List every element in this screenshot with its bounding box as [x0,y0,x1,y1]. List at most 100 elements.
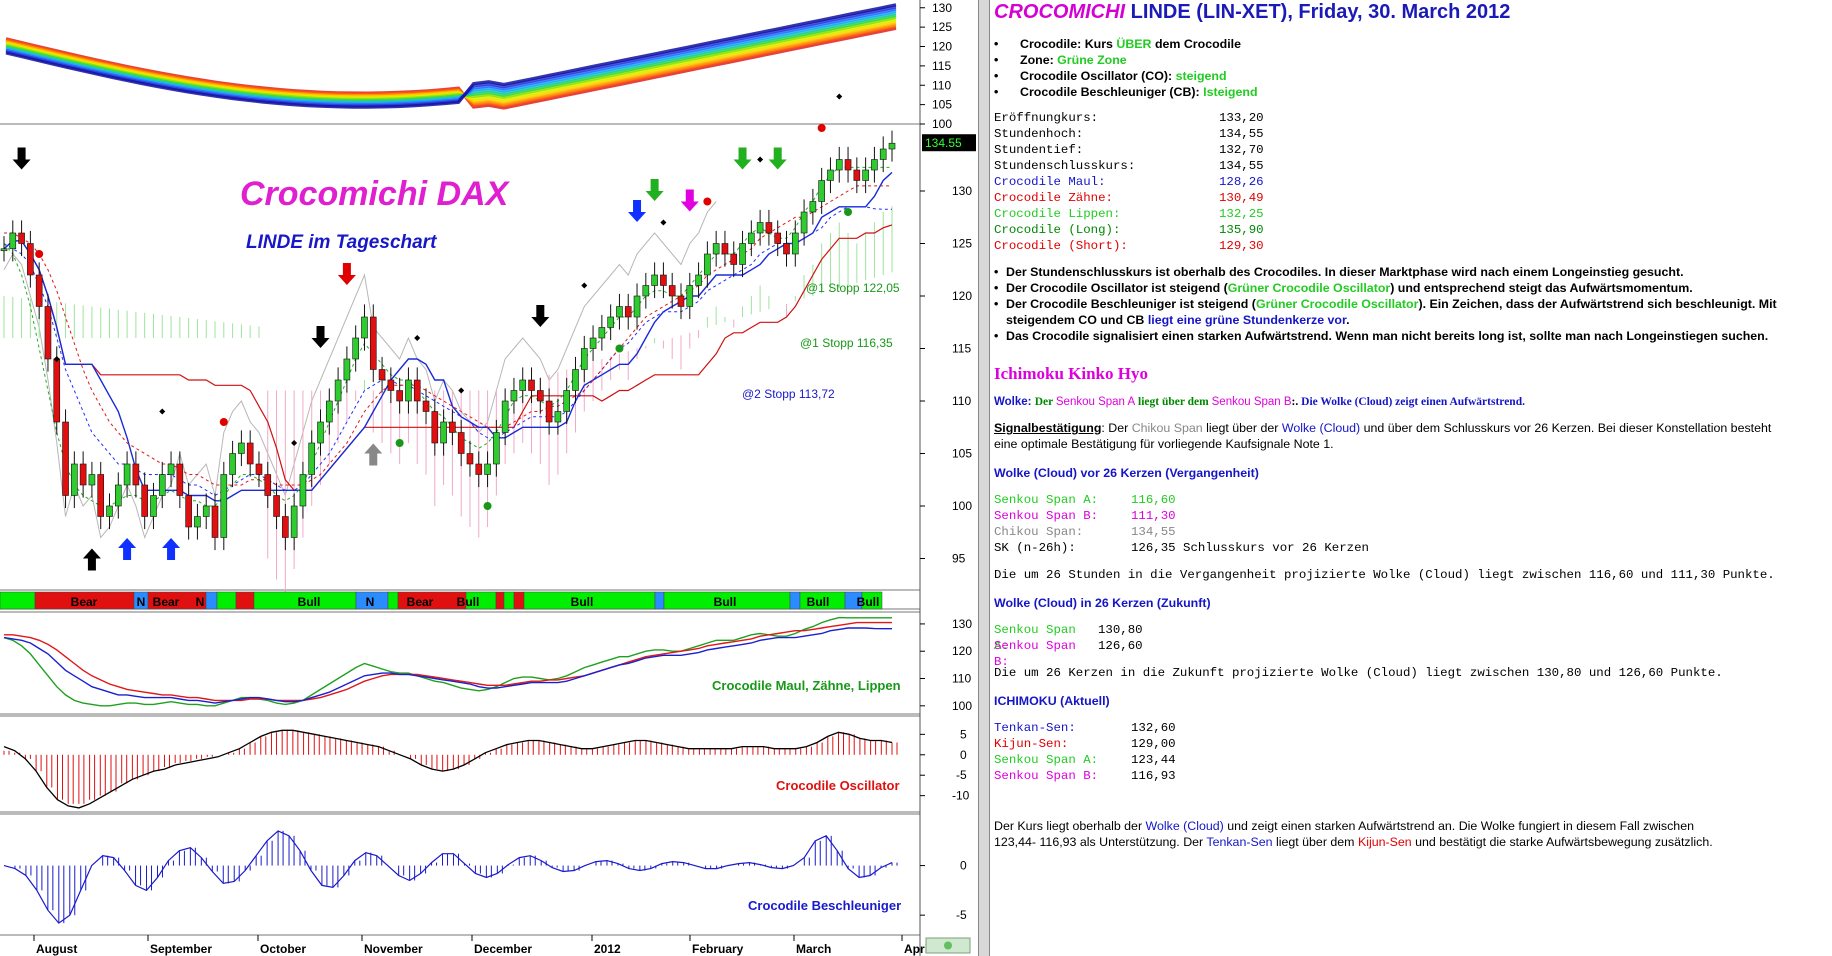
month-label: 2012 [594,942,621,956]
candle-body [800,211,808,234]
month-label: December [474,942,532,956]
candle-body [167,463,175,475]
phase-segment [235,591,255,610]
candle-body [598,327,606,339]
candle-body [774,232,782,244]
phase-label: N [366,595,375,609]
candle-body [405,379,412,402]
croc-panel-label: Crocodile Maul, Zähne, Lippen [712,678,901,693]
ribbon-tick-label: 125 [932,20,952,34]
candle-body [730,253,738,265]
phase-label: Bull [714,595,737,609]
signal-dot [615,344,624,353]
candle-body [633,295,641,318]
candle-body [704,253,711,276]
candle-body [563,390,570,412]
ribbon-tick-label: 110 [932,78,951,92]
signal-arrow [364,443,383,466]
candle-body [255,463,263,475]
candle-body [484,463,491,475]
candle-body [827,169,834,181]
candle-body [449,421,456,433]
signal-dot [844,208,853,216]
candle-body [238,442,245,454]
candle-body [686,285,694,307]
price-tick-label: 120 [952,289,972,303]
month-label: February [692,942,744,956]
candle-body [352,337,359,360]
phase-label: N [196,595,205,609]
candle-body [158,474,166,496]
bullet-oscillator: Crocodile Oscillator (CO): steigend [994,68,1830,84]
croc-tick-label: 130 [952,617,972,631]
candle-body [282,516,289,538]
beschleuniger-line [3,830,893,924]
phase-label: N [137,595,146,609]
price-tick-label: 125 [952,237,972,251]
phase-segment [216,591,237,610]
ribbon-tick-label: 130 [932,1,952,15]
candle-body [756,222,764,234]
candle-body [62,421,69,496]
candle-body [660,274,667,286]
candle-body [642,285,650,297]
price-tick-label: 130 [952,184,972,198]
candle-body [290,505,298,538]
phase-label: Bull [298,595,321,609]
signal-text: Signalbestätigung: Der Chikou Span liegt… [994,421,1772,451]
candle-body [114,484,122,507]
candle-body [79,463,87,486]
future-cloud-table: Senkou Span A: 130,80 Senkou Span B: 126,6… [994,623,1143,669]
bullet-zone: Zone: Grüne Zone [994,52,1830,68]
candle-body [510,390,518,402]
candle-body [387,379,395,391]
candle-body [361,316,368,339]
future-cloud-text: Die um 26 Kerzen in die Zukunft projizie… [994,666,1723,680]
candle-body [888,142,896,150]
phase-segment [789,591,801,610]
panel-splitter[interactable] [978,0,990,956]
candle-body [71,463,78,496]
phase-segment [387,591,399,610]
signal-arrow [337,263,356,285]
stop-annotation: @1 Stopp 122,05 [806,281,900,295]
chart-canvas[interactable]: 130 125 120 115 110 105 100 130 125 120 115 110 105 1… [0,0,978,956]
report-title: CROCOMICHI LINDE (LIN-XET), Friday, 30. … [994,0,1830,30]
candle-body [220,474,228,538]
candle-body [457,432,465,454]
month-label: March [796,942,831,956]
signal-dot [483,502,492,510]
phase-segment [861,591,883,610]
candle-body [853,169,861,181]
phase-segment [654,591,665,610]
stop-annotation: @1 Stopp 116,35 [800,336,893,350]
candle-body [607,316,614,328]
past-cloud-text: Die um 26 Stunden in die Vergangenheit p… [994,568,1775,582]
acc-tick-label: 0 [960,859,967,873]
chikou-span-line [3,201,717,540]
marker-diamond [291,440,298,446]
kijun-sen-line [3,224,893,491]
candle-body [53,358,61,423]
phase-segment [0,591,36,610]
candle-body [879,148,887,160]
candle-body [176,463,184,496]
candle-body [651,274,658,286]
ichimoku-heading: Ichimoku Kinko Hyo [994,364,1148,383]
status-indicator-dot [944,941,952,950]
candle-body [326,400,333,423]
osc-panel-label: Crocodile Oscillator [776,778,900,793]
final-text: Der Kurs liegt oberhalb der Wolke (Cloud… [994,819,1713,849]
month-label: November [364,942,423,956]
signal-arrow [628,200,647,222]
tenkan-sen-line [3,171,893,502]
osc-tick-label: -5 [956,768,967,782]
candle-body [791,232,799,255]
candle-body [712,243,720,255]
marker-diamond [159,408,166,415]
candle-body [739,243,746,265]
phase-segment [495,591,505,610]
crocodile-zaehne-line [4,621,892,702]
croc-tick-label: 110 [952,672,971,686]
candle-body [528,379,535,391]
